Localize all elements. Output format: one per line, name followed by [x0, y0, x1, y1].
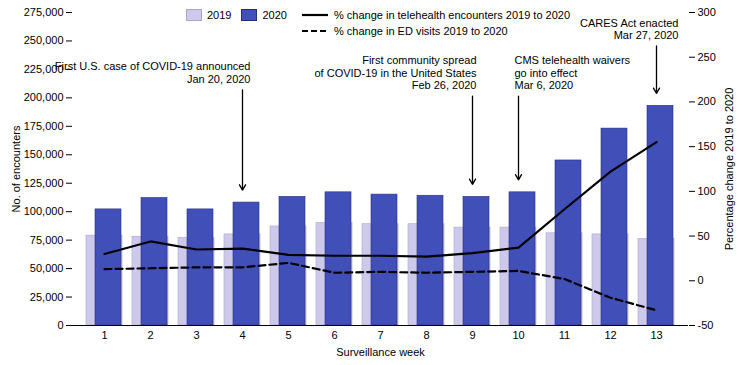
svg-text:300: 300: [698, 6, 716, 18]
svg-text:3: 3: [193, 329, 199, 341]
svg-text:7: 7: [377, 329, 383, 341]
svg-text:2: 2: [147, 329, 153, 341]
svg-text:11: 11: [559, 329, 570, 341]
svg-text:12: 12: [604, 329, 616, 341]
svg-text:25,000: 25,000: [30, 291, 64, 303]
svg-text:10: 10: [512, 329, 524, 341]
svg-text:First U.S. case of COVID-19 an: First U.S. case of COVID-19 announcedJan…: [55, 60, 251, 85]
svg-text:Percentage change 2019 to 2020: Percentage change 2019 to 2020: [723, 88, 735, 251]
svg-text:275,000: 275,000: [24, 6, 64, 18]
svg-text:-50: -50: [698, 319, 714, 331]
svg-text:100: 100: [698, 185, 716, 197]
svg-text:8: 8: [423, 329, 429, 341]
svg-text:4: 4: [239, 329, 245, 341]
html-text:2020: 2020: [262, 9, 287, 21]
svg-text:5: 5: [285, 329, 291, 341]
svg-text:CARES Act enactedMar 27, 2020: CARES Act enactedMar 27, 2020: [580, 17, 678, 42]
svg-text:200,000: 200,000: [24, 91, 64, 103]
svg-text:1: 1: [101, 329, 107, 341]
svg-text:CMS telehealth waiversgo into: CMS telehealth waiversgo into effectMar …: [515, 54, 631, 91]
svg-text:No. of encounters: No. of encounters: [10, 125, 22, 212]
svg-text:0: 0: [57, 319, 63, 331]
svg-text:175,000: 175,000: [24, 120, 64, 132]
html-text:% change in telehealth encount: % change in telehealth encounters 2019 t…: [334, 9, 570, 21]
svg-text:0: 0: [698, 274, 704, 286]
svg-text:200: 200: [698, 95, 716, 107]
svg-text:Surveillance week: Surveillance week: [336, 346, 425, 358]
svg-text:50: 50: [698, 230, 710, 242]
svg-text:75,000: 75,000: [30, 234, 64, 246]
svg-text:50,000: 50,000: [30, 262, 64, 274]
svg-text:100,000: 100,000: [24, 205, 64, 217]
svg-text:250,000: 250,000: [24, 34, 64, 46]
html-text:2019: 2019: [207, 9, 232, 21]
svg-text:125,000: 125,000: [24, 177, 64, 189]
svg-text:150: 150: [698, 140, 716, 152]
html-text:% change in ED visits 2019 to: % change in ED visits 2019 to 2020: [334, 25, 508, 37]
svg-text:13: 13: [650, 329, 662, 341]
svg-text:First community spreadof COVID: First community spreadof COVID-19 in the…: [314, 54, 477, 91]
svg-text:250: 250: [698, 51, 716, 63]
svg-text:225,000: 225,000: [24, 63, 64, 75]
svg-text:6: 6: [331, 329, 337, 341]
svg-text:150,000: 150,000: [24, 148, 64, 160]
svg-text:9: 9: [469, 329, 475, 341]
